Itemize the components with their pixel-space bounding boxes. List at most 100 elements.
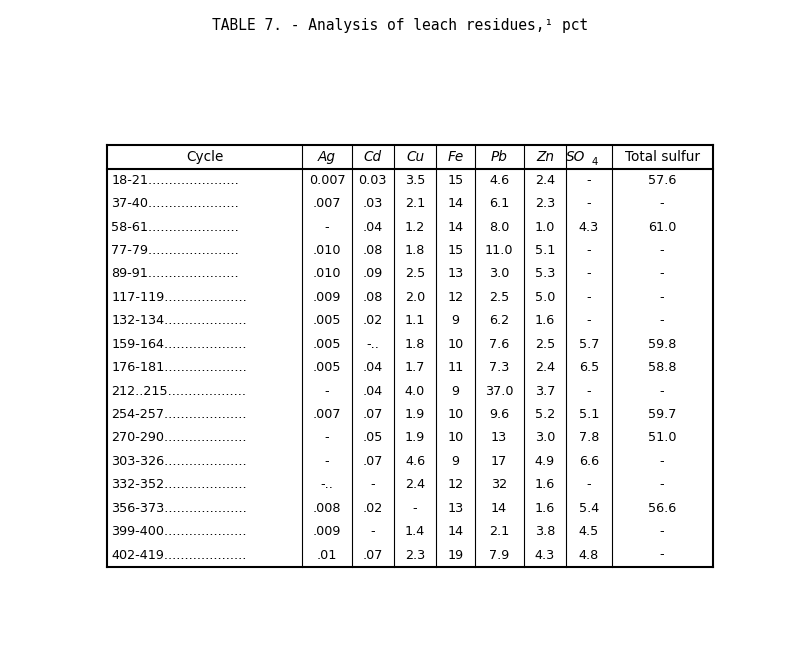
Text: 9.6: 9.6 — [489, 408, 509, 421]
Text: 11: 11 — [447, 361, 463, 374]
Text: .005: .005 — [313, 314, 342, 327]
Text: -: - — [586, 478, 591, 491]
Text: 3.8: 3.8 — [534, 525, 555, 538]
Text: .007: .007 — [313, 408, 342, 421]
Text: 9: 9 — [451, 384, 459, 398]
Text: 11.0: 11.0 — [485, 244, 514, 257]
Text: 2.3: 2.3 — [405, 548, 425, 562]
Text: 5.3: 5.3 — [534, 268, 555, 281]
Text: 1.6: 1.6 — [534, 314, 555, 327]
Text: 4.5: 4.5 — [578, 525, 599, 538]
Text: 254-257....................: 254-257.................... — [111, 408, 246, 421]
Text: 1.4: 1.4 — [405, 525, 425, 538]
Text: Zn: Zn — [536, 150, 554, 164]
Text: 61.0: 61.0 — [648, 220, 676, 233]
Text: 4.3: 4.3 — [578, 220, 599, 233]
Text: Cu: Cu — [406, 150, 424, 164]
Text: 1.9: 1.9 — [405, 432, 425, 445]
Text: 15: 15 — [447, 244, 463, 257]
Text: 9: 9 — [451, 455, 459, 468]
Text: .005: .005 — [313, 338, 342, 351]
Text: 13: 13 — [447, 502, 463, 515]
Text: -: - — [660, 478, 665, 491]
Text: 89-91......................: 89-91...................... — [111, 268, 238, 281]
Text: 4.8: 4.8 — [578, 548, 599, 562]
Text: 12: 12 — [447, 291, 463, 304]
Text: .07: .07 — [362, 455, 383, 468]
Text: .02: .02 — [362, 314, 383, 327]
Text: Ag: Ag — [318, 150, 336, 164]
Text: 212..215...................: 212..215................... — [111, 384, 246, 398]
Text: .009: .009 — [313, 291, 341, 304]
Text: 5.2: 5.2 — [534, 408, 555, 421]
Text: 4.0: 4.0 — [405, 384, 425, 398]
Text: 6.2: 6.2 — [489, 314, 509, 327]
Text: -: - — [586, 174, 591, 187]
Text: 2.4: 2.4 — [405, 478, 425, 491]
Text: 10: 10 — [447, 338, 463, 351]
Text: 5.1: 5.1 — [534, 244, 555, 257]
Text: 7.9: 7.9 — [489, 548, 510, 562]
Text: 7.8: 7.8 — [578, 432, 599, 445]
Text: 159-164....................: 159-164.................... — [111, 338, 246, 351]
Text: 0.007: 0.007 — [309, 174, 346, 187]
Text: .04: .04 — [362, 361, 383, 374]
Text: -..: -.. — [366, 338, 379, 351]
Text: Cd: Cd — [364, 150, 382, 164]
Text: 77-79......................: 77-79...................... — [111, 244, 239, 257]
Text: .007: .007 — [313, 197, 342, 210]
Text: 1.1: 1.1 — [405, 314, 426, 327]
Text: 10: 10 — [447, 408, 463, 421]
Text: 17: 17 — [491, 455, 507, 468]
Text: 19: 19 — [447, 548, 463, 562]
Text: -: - — [660, 291, 665, 304]
Text: 2.4: 2.4 — [534, 361, 555, 374]
Text: 2.1: 2.1 — [489, 525, 510, 538]
Text: 5.4: 5.4 — [578, 502, 599, 515]
Text: 37-40......................: 37-40...................... — [111, 197, 239, 210]
Text: 5.1: 5.1 — [578, 408, 599, 421]
Text: .02: .02 — [362, 502, 383, 515]
Text: 1.2: 1.2 — [405, 220, 425, 233]
Text: 1.7: 1.7 — [405, 361, 426, 374]
Text: -: - — [413, 502, 418, 515]
Text: 402-419....................: 402-419.................... — [111, 548, 246, 562]
Text: 4.3: 4.3 — [534, 548, 555, 562]
Text: 5.7: 5.7 — [578, 338, 599, 351]
Text: .07: .07 — [362, 408, 383, 421]
Text: -: - — [325, 455, 330, 468]
Text: 14: 14 — [447, 220, 463, 233]
Text: 14: 14 — [491, 502, 507, 515]
Text: 37.0: 37.0 — [485, 384, 514, 398]
Text: 51.0: 51.0 — [648, 432, 676, 445]
Text: -: - — [325, 220, 330, 233]
Text: 18-21......................: 18-21...................... — [111, 174, 239, 187]
Text: Fe: Fe — [447, 150, 463, 164]
Text: 59.8: 59.8 — [648, 338, 676, 351]
Text: 2.0: 2.0 — [405, 291, 425, 304]
Text: 32: 32 — [491, 478, 507, 491]
Text: 6.5: 6.5 — [578, 361, 599, 374]
Text: 2.5: 2.5 — [534, 338, 555, 351]
Text: 4.6: 4.6 — [405, 455, 425, 468]
Text: 2.4: 2.4 — [534, 174, 555, 187]
Text: Cycle: Cycle — [186, 150, 224, 164]
Text: .09: .09 — [362, 268, 383, 281]
Text: .010: .010 — [313, 244, 342, 257]
Text: -: - — [586, 197, 591, 210]
Text: Pb: Pb — [490, 150, 507, 164]
Text: 10: 10 — [447, 432, 463, 445]
Text: -: - — [586, 314, 591, 327]
Text: -: - — [586, 291, 591, 304]
Text: -..: -.. — [321, 478, 334, 491]
Text: -: - — [660, 197, 665, 210]
Text: .08: .08 — [362, 244, 383, 257]
Text: TABLE 7. - Analysis of leach residues,¹ pct: TABLE 7. - Analysis of leach residues,¹ … — [212, 18, 588, 33]
Text: 2.5: 2.5 — [405, 268, 425, 281]
Text: -: - — [370, 478, 375, 491]
Text: 117-119....................: 117-119.................... — [111, 291, 247, 304]
Text: 6.1: 6.1 — [489, 197, 510, 210]
Text: 57.6: 57.6 — [648, 174, 676, 187]
Text: SO: SO — [566, 150, 586, 164]
Text: 2.5: 2.5 — [489, 291, 510, 304]
